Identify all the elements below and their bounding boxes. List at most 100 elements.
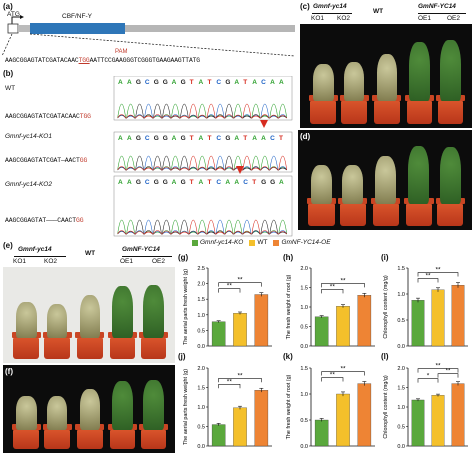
bar (254, 390, 269, 447)
legend-item-ko: Gmnf-yc14-KO (192, 239, 243, 246)
y-tick-label: 1.0 (397, 292, 405, 298)
y-tick-label: 1.0 (197, 313, 205, 319)
legend-item-wt: WT (249, 239, 267, 246)
photo-d (298, 130, 472, 230)
y-tick-label: 0.5 (397, 425, 405, 431)
gene-map (1, 15, 296, 57)
trace-frame (113, 131, 293, 173)
y-tick-label: 2.0 (197, 282, 205, 288)
trace-base: A (234, 135, 239, 142)
y-axis-label: The aerial parts fresh weight (g) (183, 369, 189, 445)
trace-base: G (225, 135, 230, 142)
plant (15, 302, 37, 339)
panel-label-k: (k) (283, 352, 293, 361)
y-tick-label: 1.5 (300, 286, 308, 292)
pot (436, 95, 465, 124)
bar (233, 313, 247, 347)
y-tick-label: 2.0 (197, 366, 205, 372)
trace-base: T (243, 79, 247, 86)
y-tick-label: 0.5 (197, 328, 205, 334)
significance-label: * (427, 373, 430, 380)
panel-label-g: (g) (178, 253, 189, 262)
trace-base: C (145, 179, 150, 186)
photo-f (3, 365, 175, 453)
pot (338, 198, 368, 226)
trace-base: C (270, 135, 275, 142)
wt-seq-title: WT (5, 85, 16, 92)
trace-line (117, 219, 287, 235)
pot (308, 95, 338, 124)
significance-label: ** (340, 366, 346, 373)
significance-label: ** (237, 372, 243, 379)
panel-label-e: (e) (3, 241, 13, 250)
plant (408, 145, 430, 204)
y-tick-label: 0.0 (300, 444, 308, 450)
bar (411, 300, 425, 347)
y-tick-label: 0.0 (197, 344, 205, 350)
trace-base: G (261, 179, 266, 186)
photo-e (3, 267, 175, 363)
trace-base: T (207, 79, 211, 86)
y-tick-label: 1.5 (197, 386, 205, 392)
trace-base: C (216, 179, 221, 186)
bar (314, 419, 329, 447)
y-tick-label: 2.0 (300, 266, 308, 272)
ko1-sequence: AAGCGGAGTATCGAT—AACTGG (5, 157, 88, 164)
bar (254, 294, 269, 347)
photo-c-ko2: KO2 (337, 15, 351, 22)
plant (343, 61, 365, 101)
trace-line (117, 219, 287, 235)
trace-base: A (172, 135, 177, 142)
domain-label: CBF/NF-Y (62, 13, 92, 20)
trace-base: A (127, 79, 132, 86)
trace-base: C (216, 79, 221, 86)
bar (211, 321, 226, 347)
photo-e-ko2: KO2 (44, 258, 58, 265)
y-tick-label: 1.0 (300, 305, 308, 311)
trace-base: T (207, 135, 211, 142)
trace-base: A (199, 135, 204, 142)
plant (46, 303, 68, 339)
y-axis-label: Chlorophyll content (mg/g) (383, 375, 389, 438)
pot (306, 198, 337, 226)
significance-label: ** (445, 368, 451, 375)
trace-base: A (279, 79, 284, 86)
y-tick-label: 1.5 (197, 297, 205, 303)
y-tick-label: 1.0 (197, 405, 205, 411)
panel-label-f: (f) (5, 367, 13, 376)
chart-h: The fresh weight of root (g) 0.0 0.5 1.0 1.5… (286, 266, 375, 350)
pot (42, 423, 72, 449)
mutation-arrow-2 (236, 166, 244, 174)
photo-c (300, 24, 472, 128)
bar (451, 285, 465, 347)
photo-c-group-left: Gmnf-yc14 (313, 3, 347, 10)
chart-j: The aerial parts fresh weight (g) 0.0 0.5 1… (183, 366, 272, 450)
photo-c-group-mid: WT (373, 8, 384, 15)
significance-label: ** (227, 283, 233, 290)
bar (336, 306, 350, 347)
trace-base: G (154, 179, 159, 186)
y-tick-label: 0.0 (397, 444, 405, 450)
panel-label-j: (j) (178, 352, 186, 361)
trace-base: C (145, 135, 150, 142)
trace-base: G (270, 179, 275, 186)
pot (405, 95, 434, 124)
significance-bracket (218, 282, 262, 287)
plant (79, 389, 101, 431)
y-tick-label: 1.5 (397, 386, 405, 392)
bar (233, 407, 247, 447)
chart-i: Chlorophyll content (mg/g) 0.0 0.5 1.0 1.5 **… (383, 266, 468, 350)
trace-base: A (118, 179, 123, 186)
trace-base: A (252, 79, 257, 86)
y-tick-label: 0.5 (197, 425, 205, 431)
pot (108, 331, 137, 359)
y-tick-label: 1.5 (300, 366, 308, 372)
trace-base: G (154, 79, 159, 86)
panel-label-h: (h) (283, 253, 294, 262)
significance-bracket (321, 377, 344, 382)
plant (46, 395, 68, 431)
bar (411, 399, 425, 447)
trace-line (117, 103, 287, 119)
pot (11, 423, 41, 449)
